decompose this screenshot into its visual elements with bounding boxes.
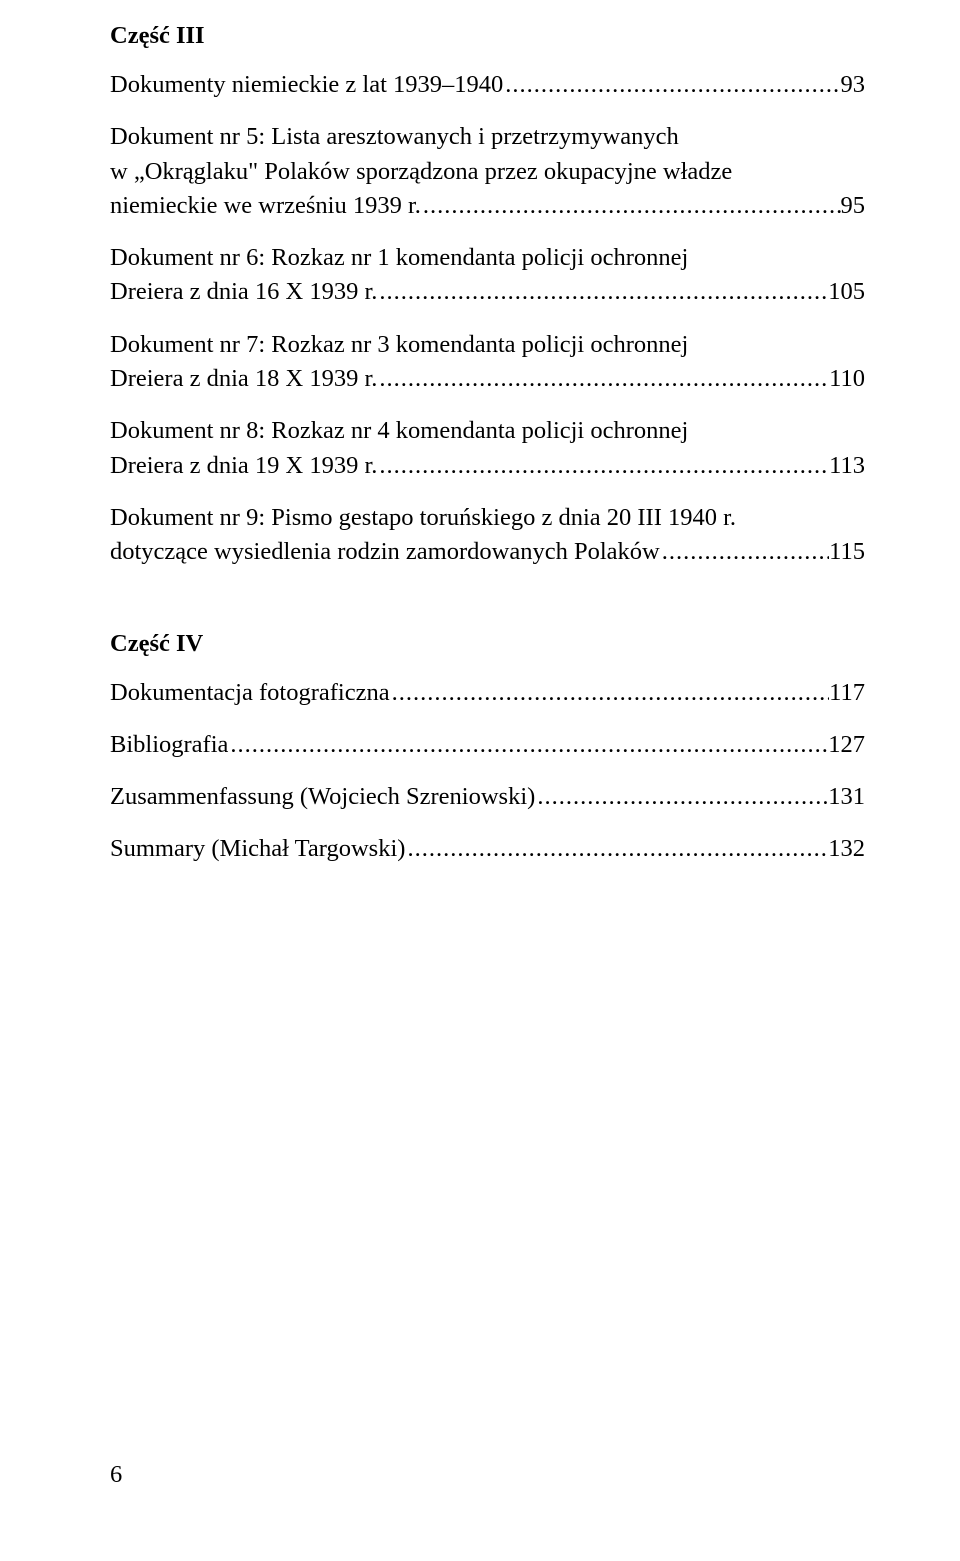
- leader-dots: ........................................…: [377, 362, 829, 396]
- leader-dots: ........................................…: [377, 449, 829, 483]
- page-number: 115: [829, 535, 865, 569]
- entry-text: Dokumenty niemieckie z lat 1939–1940: [110, 68, 503, 102]
- entry-line: Dokument nr 6: Rozkaz nr 1 komendanta po…: [110, 241, 865, 275]
- toc-entry: Dokument nr 9: Pismo gestapo toruńskiego…: [110, 501, 865, 570]
- toc-last-line: Summary (Michał Targowski) .............…: [110, 832, 865, 866]
- page-footer-number: 6: [110, 1461, 122, 1489]
- page-number: 110: [829, 362, 865, 396]
- entry-line: Dokument nr 8: Rozkaz nr 4 komendanta po…: [110, 414, 865, 448]
- toc-entry: Dokumentacja fotograficzna .............…: [110, 676, 865, 710]
- page-number: 95: [841, 189, 866, 223]
- leader-dots: ........................................…: [421, 189, 841, 223]
- toc-last-line: Zusammenfassung (Wojciech Szreniowski) .…: [110, 780, 865, 814]
- toc-entry: Dokument nr 8: Rozkaz nr 4 komendanta po…: [110, 414, 865, 483]
- toc-last-line: Dreiera z dnia 19 X 1939 r. ............…: [110, 449, 865, 483]
- entry-line: w „Okrąglaku" Polaków sporządzona przez …: [110, 155, 865, 189]
- toc-last-line: dotyczące wysiedlenia rodzin zamordowany…: [110, 535, 865, 569]
- toc-last-line: Bibliografia ...........................…: [110, 728, 865, 762]
- part-4-heading: Część IV: [110, 630, 865, 658]
- toc-last-line: Dokumentacja fotograficzna .............…: [110, 676, 865, 710]
- toc-last-line: Dreiera z dnia 18 X 1939 r. ............…: [110, 362, 865, 396]
- toc-last-line: niemieckie we wrześniu 1939 r. .........…: [110, 189, 865, 223]
- toc-last-line: Dokumenty niemieckie z lat 1939–1940 ...…: [110, 68, 865, 102]
- toc-entry: Dokument nr 5: Lista aresztowanych i prz…: [110, 120, 865, 223]
- page-number: 127: [828, 728, 865, 762]
- part-3-section: Część III Dokumenty niemieckie z lat 193…: [110, 22, 865, 570]
- entry-text: Bibliografia: [110, 728, 228, 762]
- toc-entry: Dokument nr 6: Rozkaz nr 1 komendanta po…: [110, 241, 865, 310]
- entry-line: Dokument nr 9: Pismo gestapo toruńskiego…: [110, 501, 865, 535]
- page-number: 105: [828, 275, 865, 309]
- part-4-section: Część IV Dokumentacja fotograficzna ....…: [110, 630, 865, 867]
- leader-dots: ........................................…: [377, 275, 828, 309]
- page-number: 131: [828, 780, 865, 814]
- entry-line: Dokument nr 7: Rozkaz nr 3 komendanta po…: [110, 328, 865, 362]
- leader-dots: ........................................…: [390, 676, 830, 710]
- entry-text: dotyczące wysiedlenia rodzin zamordowany…: [110, 535, 660, 569]
- entry-text: Zusammenfassung (Wojciech Szreniowski): [110, 780, 535, 814]
- toc-entry: Dokument nr 7: Rozkaz nr 3 komendanta po…: [110, 328, 865, 397]
- entry-text: niemieckie we wrześniu 1939 r.: [110, 189, 421, 223]
- page-number: 113: [829, 449, 865, 483]
- leader-dots: ........................................…: [228, 728, 828, 762]
- leader-dots: ........................................…: [503, 68, 840, 102]
- leader-dots: ........................................…: [535, 780, 828, 814]
- toc-entry: Summary (Michał Targowski) .............…: [110, 832, 865, 866]
- entry-line: Dokument nr 5: Lista aresztowanych i prz…: [110, 120, 865, 154]
- page-number: 132: [828, 832, 865, 866]
- leader-dots: ........................................…: [405, 832, 828, 866]
- entry-text: Dreiera z dnia 19 X 1939 r.: [110, 449, 377, 483]
- page-number: 117: [829, 676, 865, 710]
- toc-entry: Bibliografia ...........................…: [110, 728, 865, 762]
- toc-entry: Dokumenty niemieckie z lat 1939–1940 ...…: [110, 68, 865, 102]
- entry-text: Dokumentacja fotograficzna: [110, 676, 390, 710]
- entry-text: Dreiera z dnia 18 X 1939 r.: [110, 362, 377, 396]
- toc-entry: Zusammenfassung (Wojciech Szreniowski) .…: [110, 780, 865, 814]
- page-number: 93: [841, 68, 866, 102]
- leader-dots: ........................................…: [660, 535, 829, 569]
- entry-text: Dreiera z dnia 16 X 1939 r.: [110, 275, 377, 309]
- entry-text: Summary (Michał Targowski): [110, 832, 405, 866]
- toc-last-line: Dreiera z dnia 16 X 1939 r. ............…: [110, 275, 865, 309]
- part-3-heading: Część III: [110, 22, 865, 50]
